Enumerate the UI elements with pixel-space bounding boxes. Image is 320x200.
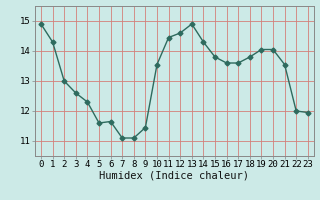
X-axis label: Humidex (Indice chaleur): Humidex (Indice chaleur) [100, 171, 249, 181]
